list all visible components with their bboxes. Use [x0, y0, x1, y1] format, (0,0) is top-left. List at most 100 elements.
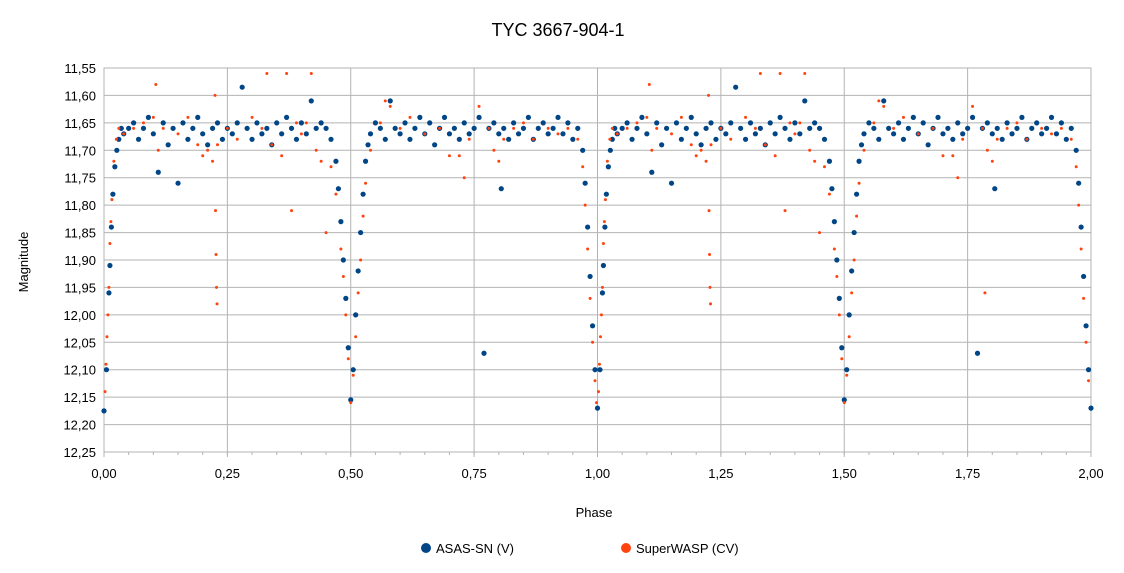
data-point — [1058, 120, 1064, 126]
data-point — [351, 373, 355, 377]
data-point — [154, 82, 158, 86]
data-point — [1069, 137, 1073, 141]
data-point — [260, 126, 264, 130]
data-point — [560, 131, 566, 137]
data-point — [876, 136, 882, 142]
data-point — [180, 120, 186, 126]
data-point — [456, 136, 462, 142]
data-point — [441, 114, 448, 120]
data-point — [108, 224, 114, 230]
data-point — [1039, 131, 1045, 137]
data-point — [610, 126, 614, 130]
data-point — [1083, 323, 1089, 329]
data-point — [840, 357, 844, 361]
data-point — [965, 125, 971, 131]
data-point — [195, 114, 201, 120]
data-point — [576, 137, 580, 141]
data-point — [974, 350, 981, 356]
data-point — [772, 131, 778, 137]
data-point — [219, 136, 226, 142]
data-point — [432, 142, 438, 148]
data-point — [599, 290, 606, 296]
data-point — [1029, 125, 1035, 131]
data-point — [758, 71, 762, 75]
data-point — [645, 115, 649, 119]
data-point — [688, 114, 694, 120]
data-point — [575, 125, 581, 131]
data-point — [225, 126, 229, 130]
data-point — [835, 274, 839, 278]
y-tick-label: 12,20 — [63, 418, 96, 433]
data-point — [827, 192, 831, 196]
data-point — [729, 137, 733, 141]
data-point — [165, 142, 171, 148]
legend-marker-asassn — [421, 543, 431, 553]
data-point — [103, 390, 107, 394]
data-point — [190, 125, 196, 131]
data-point — [709, 143, 713, 147]
data-point — [356, 291, 360, 295]
data-point — [118, 125, 124, 131]
data-point — [757, 125, 763, 131]
data-point — [303, 131, 309, 137]
data-point — [588, 296, 592, 300]
data-point — [602, 220, 606, 224]
y-tick-label: 11,55 — [64, 61, 96, 76]
y-tick-label: 11,95 — [64, 280, 96, 295]
data-point — [466, 131, 472, 137]
data-point — [1040, 126, 1044, 130]
data-point — [583, 203, 587, 207]
data-point — [108, 242, 112, 246]
data-point — [497, 159, 501, 163]
data-point — [580, 147, 586, 153]
data-point — [585, 224, 591, 230]
data-point — [586, 247, 590, 251]
data-point — [678, 136, 684, 142]
data-point — [1053, 131, 1060, 137]
data-point — [607, 147, 613, 153]
y-tick-label: 12,25 — [63, 445, 96, 460]
data-point — [107, 285, 111, 289]
data-point — [211, 159, 215, 163]
data-point — [126, 125, 132, 131]
data-point — [205, 142, 211, 148]
data-point — [1077, 203, 1081, 207]
data-point — [767, 120, 773, 126]
data-point — [341, 274, 345, 278]
data-point — [540, 120, 546, 126]
data-point — [823, 165, 827, 169]
data-point — [338, 219, 344, 225]
data-point — [955, 120, 961, 126]
data-point — [862, 148, 866, 152]
data-point — [992, 186, 998, 192]
y-tick-label: 11,60 — [64, 88, 96, 103]
data-point — [1015, 121, 1019, 125]
data-point — [299, 132, 303, 136]
data-point — [1076, 180, 1082, 186]
data-point — [1078, 224, 1084, 230]
data-point — [593, 379, 597, 383]
x-tick-label: 0,75 — [461, 466, 486, 481]
data-point — [829, 186, 835, 192]
data-point — [615, 132, 619, 136]
data-point — [1063, 136, 1069, 142]
data-point — [566, 126, 570, 130]
data-point — [209, 125, 216, 131]
data-point — [582, 180, 588, 186]
data-point — [140, 125, 147, 131]
data-point — [846, 312, 852, 318]
y-tick-label: 11,85 — [64, 226, 96, 241]
data-point — [807, 125, 813, 131]
data-point — [185, 136, 191, 142]
data-point — [802, 98, 808, 104]
data-point — [447, 154, 451, 158]
data-point — [655, 126, 659, 130]
data-point — [397, 131, 403, 137]
data-point — [377, 125, 383, 131]
x-tick-label: 2,00 — [1078, 466, 1103, 481]
data-point — [594, 405, 601, 411]
legend-marker-superwasp — [621, 543, 631, 553]
data-point — [850, 291, 854, 295]
data-point — [353, 312, 359, 318]
